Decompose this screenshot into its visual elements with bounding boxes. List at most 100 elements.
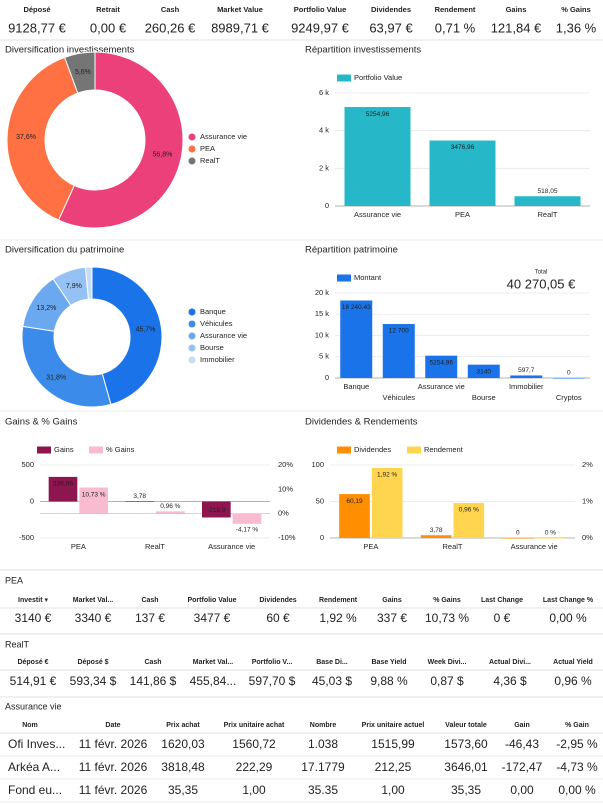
table-title: PEA bbox=[5, 575, 23, 585]
value-label: -4,17 % bbox=[236, 527, 259, 534]
x-tick-label: Véhicules bbox=[382, 393, 415, 402]
chart-title: Dividendes & Rendements bbox=[305, 417, 418, 428]
column-header: Date bbox=[105, 722, 120, 729]
tick-label: -500 bbox=[19, 533, 34, 542]
column-header: Actual Yield bbox=[553, 659, 593, 666]
legend-label: Portfolio Value bbox=[354, 73, 402, 82]
column-header: Base Yield bbox=[371, 659, 406, 666]
table-cell: 11 févr. 2026 bbox=[79, 760, 148, 774]
legend-swatch bbox=[337, 446, 351, 454]
table-cell: 9,88 % bbox=[370, 674, 408, 688]
tick-label: 10 k bbox=[315, 330, 329, 339]
table-cell: 0,96 % bbox=[554, 674, 592, 688]
slice-label: 37,6% bbox=[16, 134, 36, 141]
column-header: Déposé $ bbox=[77, 659, 108, 666]
legend-swatch bbox=[188, 308, 196, 316]
value-label: 60,19 bbox=[346, 498, 363, 505]
column-header: Gain bbox=[514, 722, 530, 729]
column-header: Week Divi... bbox=[428, 659, 467, 666]
x-tick-label: Bourse bbox=[472, 393, 496, 402]
bar bbox=[156, 511, 185, 514]
table-cell: 1515,99 bbox=[371, 737, 415, 751]
value-label: 5254,96 bbox=[430, 359, 454, 366]
bar bbox=[502, 538, 534, 539]
legend-label: Assurance vie bbox=[200, 331, 247, 340]
summary-value: 9128,77 € bbox=[8, 20, 67, 35]
legend-swatch bbox=[337, 74, 351, 82]
x-tick-label: Cryptos bbox=[556, 393, 582, 402]
chart-title: Répartition patrimoine bbox=[305, 245, 398, 256]
bar bbox=[125, 501, 154, 502]
column-header: Déposé € bbox=[17, 659, 48, 666]
table-cell: 0,00 bbox=[510, 783, 534, 797]
bar bbox=[429, 140, 496, 206]
value-label: 12 700 bbox=[389, 328, 409, 335]
table-cell: 35,35 bbox=[451, 783, 481, 797]
value-label: 10,73 % bbox=[82, 491, 106, 498]
tick-label: 0 bbox=[325, 201, 329, 210]
chart-title: Diversification du patrimoine bbox=[5, 245, 124, 256]
legend-swatch bbox=[337, 274, 351, 282]
value-label: 0 % bbox=[545, 530, 556, 537]
bar bbox=[425, 355, 458, 378]
table-cell: 212,25 bbox=[375, 760, 412, 774]
legend-label: Montant bbox=[354, 273, 382, 282]
summary-label: Cash bbox=[161, 5, 180, 14]
tick-label: 20% bbox=[278, 460, 293, 469]
legend-label: Dividendes bbox=[354, 445, 391, 454]
column-header: Last Change % bbox=[543, 597, 594, 604]
slice-label: 13,2% bbox=[37, 305, 57, 312]
column-header: Nombre bbox=[310, 722, 337, 729]
bar bbox=[232, 513, 262, 524]
legend-label: Assurance vie bbox=[200, 132, 247, 141]
legend-label: Banque bbox=[200, 307, 226, 316]
x-tick-label: RealT bbox=[537, 210, 557, 219]
tick-label: 20 k bbox=[315, 288, 329, 297]
value-label: 336,96 bbox=[53, 481, 73, 488]
tick-label: 500 bbox=[21, 460, 34, 469]
value-label: 518,05 bbox=[538, 188, 558, 195]
value-label: 5254,96 bbox=[366, 111, 390, 118]
value-label: 3,78 bbox=[133, 493, 146, 500]
tick-label: 0 bbox=[320, 533, 324, 542]
tick-label: 4 k bbox=[319, 126, 329, 135]
table-cell: Arkéa A... bbox=[8, 760, 60, 774]
table-cell: 222,29 bbox=[236, 760, 273, 774]
bar bbox=[339, 494, 370, 538]
table-cell: -4,73 % bbox=[556, 760, 598, 774]
value-label: 0,96 % bbox=[459, 507, 479, 514]
bar bbox=[48, 476, 78, 502]
table-cell: 337 € bbox=[377, 611, 407, 625]
table-cell: 593,34 $ bbox=[70, 674, 117, 688]
table-cell: 514,91 € bbox=[10, 674, 57, 688]
x-tick-label: PEA bbox=[71, 542, 86, 551]
column-header: Base Di... bbox=[316, 659, 348, 666]
summary-value: 9249,97 € bbox=[291, 20, 350, 35]
summary-value: 121,84 € bbox=[491, 20, 542, 35]
summary-label: Déposé bbox=[23, 5, 50, 14]
value-label: 597,7 bbox=[518, 367, 535, 374]
table-cell: 1,00 bbox=[381, 783, 405, 797]
bar bbox=[202, 501, 231, 518]
tick-label: 0 bbox=[325, 373, 329, 382]
table-cell: 35.35 bbox=[308, 783, 338, 797]
table-title: RealT bbox=[5, 639, 30, 649]
column-header: Portfolio Value bbox=[187, 597, 236, 604]
bar bbox=[453, 502, 485, 538]
slice-label: 45,7% bbox=[136, 326, 156, 333]
x-tick-label: PEA bbox=[455, 210, 470, 219]
legend-label: Immobilier bbox=[200, 355, 235, 364]
tick-label: 10% bbox=[278, 484, 293, 493]
table-cell: 141,86 $ bbox=[130, 674, 177, 688]
total-label: Total bbox=[535, 270, 548, 276]
chart-title: Gains & % Gains bbox=[5, 417, 78, 428]
column-header: Actual Divi... bbox=[489, 659, 531, 666]
table-cell: 3818,48 bbox=[161, 760, 205, 774]
table-cell: 1,92 % bbox=[319, 611, 357, 625]
table-cell: Ofi Inves... bbox=[8, 737, 65, 751]
legend-swatch bbox=[188, 157, 196, 165]
tick-label: 50 bbox=[316, 496, 324, 505]
table-cell: 10,73 % bbox=[425, 611, 469, 625]
table-cell: 137 € bbox=[135, 611, 165, 625]
